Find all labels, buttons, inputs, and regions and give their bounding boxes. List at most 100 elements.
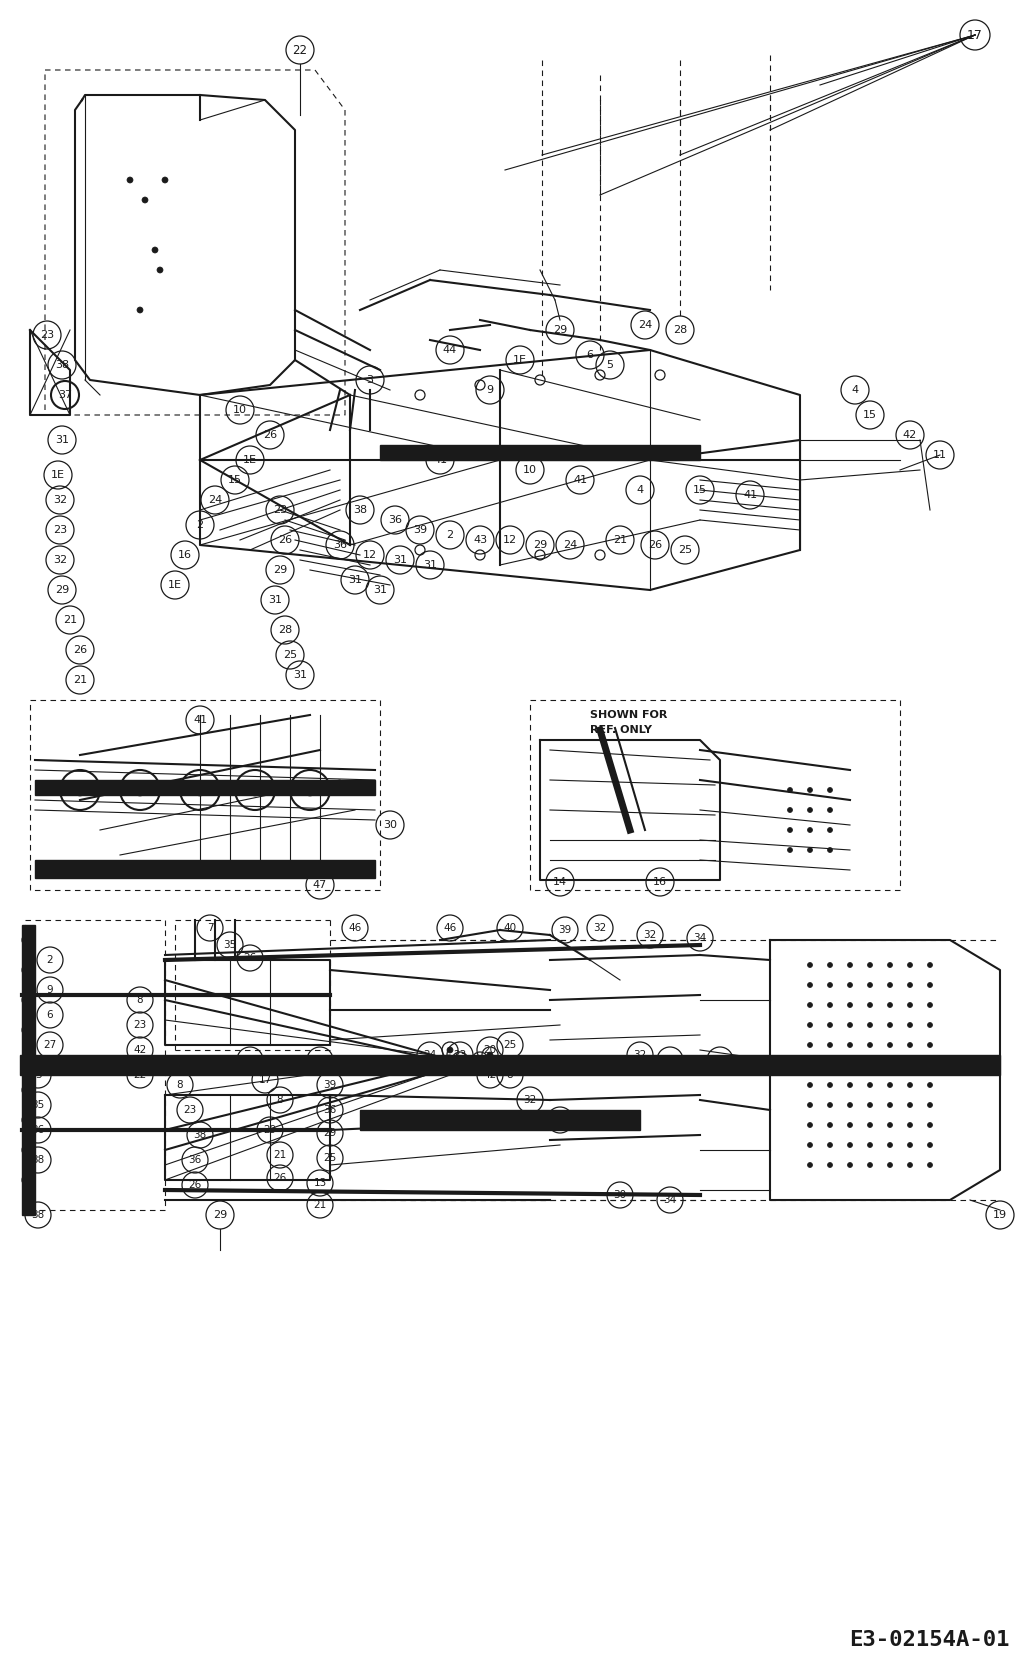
Circle shape bbox=[807, 787, 812, 792]
Text: 28: 28 bbox=[673, 325, 687, 335]
Text: 26: 26 bbox=[648, 540, 663, 550]
Text: 23: 23 bbox=[314, 1054, 326, 1064]
Text: 10: 10 bbox=[523, 465, 537, 475]
Circle shape bbox=[807, 1163, 812, 1168]
Circle shape bbox=[928, 1063, 933, 1068]
Circle shape bbox=[137, 307, 143, 314]
Polygon shape bbox=[22, 926, 35, 1214]
Circle shape bbox=[868, 1063, 872, 1068]
Text: 41: 41 bbox=[193, 716, 207, 726]
Circle shape bbox=[807, 982, 812, 987]
Circle shape bbox=[847, 1083, 852, 1088]
Text: 32: 32 bbox=[523, 1094, 537, 1104]
Text: 21: 21 bbox=[63, 615, 77, 626]
Text: 42: 42 bbox=[133, 1044, 147, 1054]
Circle shape bbox=[868, 1002, 872, 1007]
Circle shape bbox=[828, 807, 833, 812]
Circle shape bbox=[74, 784, 86, 796]
Circle shape bbox=[457, 1058, 463, 1063]
Text: 44: 44 bbox=[443, 345, 457, 355]
Text: 36: 36 bbox=[189, 1154, 201, 1164]
Text: 25: 25 bbox=[323, 1153, 336, 1163]
Text: 22: 22 bbox=[292, 43, 308, 57]
Circle shape bbox=[807, 1143, 812, 1148]
Circle shape bbox=[828, 1103, 833, 1108]
Text: 5: 5 bbox=[556, 1114, 563, 1124]
Polygon shape bbox=[380, 445, 700, 460]
Polygon shape bbox=[20, 1054, 1000, 1074]
Text: 15: 15 bbox=[863, 410, 877, 420]
Circle shape bbox=[787, 847, 793, 852]
Text: 29: 29 bbox=[55, 585, 69, 595]
Text: 38: 38 bbox=[31, 1209, 44, 1219]
Text: 42: 42 bbox=[903, 430, 917, 440]
Text: 19: 19 bbox=[993, 1209, 1007, 1219]
Text: 39: 39 bbox=[413, 525, 427, 535]
Text: 6: 6 bbox=[586, 350, 593, 360]
Text: 39: 39 bbox=[323, 1079, 336, 1089]
Circle shape bbox=[928, 1002, 933, 1007]
Circle shape bbox=[868, 1163, 872, 1168]
Circle shape bbox=[868, 1083, 872, 1088]
Text: 21: 21 bbox=[314, 1199, 326, 1209]
Text: 4: 4 bbox=[851, 385, 859, 395]
Circle shape bbox=[907, 1083, 912, 1088]
Circle shape bbox=[162, 177, 168, 183]
Text: 1E: 1E bbox=[168, 580, 182, 590]
Text: 24: 24 bbox=[244, 1054, 257, 1064]
Text: 3: 3 bbox=[366, 375, 374, 385]
Text: 2: 2 bbox=[447, 530, 453, 540]
Circle shape bbox=[888, 1103, 893, 1108]
Text: 23: 23 bbox=[272, 505, 287, 515]
Circle shape bbox=[907, 1143, 912, 1148]
Circle shape bbox=[828, 1123, 833, 1128]
Circle shape bbox=[828, 1063, 833, 1068]
Text: 23: 23 bbox=[40, 330, 54, 340]
Circle shape bbox=[828, 1163, 833, 1168]
Text: 16: 16 bbox=[178, 550, 192, 560]
Circle shape bbox=[868, 1143, 872, 1148]
Circle shape bbox=[787, 807, 793, 812]
Text: 9: 9 bbox=[486, 385, 493, 395]
Circle shape bbox=[847, 1143, 852, 1148]
Text: 32: 32 bbox=[643, 931, 656, 941]
Text: 25: 25 bbox=[678, 545, 692, 555]
Text: 8: 8 bbox=[136, 996, 143, 1006]
Text: 11: 11 bbox=[933, 450, 947, 460]
Text: 26: 26 bbox=[278, 535, 292, 545]
Text: 43: 43 bbox=[473, 535, 487, 545]
Circle shape bbox=[807, 827, 812, 832]
Polygon shape bbox=[35, 861, 375, 877]
Circle shape bbox=[868, 982, 872, 987]
Circle shape bbox=[828, 1022, 833, 1027]
Circle shape bbox=[447, 1048, 453, 1053]
Circle shape bbox=[888, 962, 893, 967]
Circle shape bbox=[907, 1022, 912, 1027]
Text: 31: 31 bbox=[393, 555, 407, 565]
Text: 41: 41 bbox=[743, 490, 757, 500]
Text: 5: 5 bbox=[35, 1069, 41, 1079]
Circle shape bbox=[888, 1083, 893, 1088]
Circle shape bbox=[907, 1123, 912, 1128]
Text: 31: 31 bbox=[423, 560, 437, 570]
Polygon shape bbox=[360, 1109, 640, 1129]
Text: 46: 46 bbox=[444, 922, 456, 932]
Circle shape bbox=[888, 1063, 893, 1068]
Circle shape bbox=[807, 1042, 812, 1048]
Circle shape bbox=[888, 1022, 893, 1027]
Circle shape bbox=[907, 1103, 912, 1108]
Text: 29: 29 bbox=[533, 540, 547, 550]
Text: 29: 29 bbox=[553, 325, 568, 335]
Circle shape bbox=[807, 962, 812, 967]
Text: 13: 13 bbox=[314, 1178, 326, 1188]
Circle shape bbox=[888, 1042, 893, 1048]
Circle shape bbox=[787, 827, 793, 832]
Text: 35: 35 bbox=[223, 941, 236, 951]
Text: 34: 34 bbox=[664, 1054, 677, 1064]
Circle shape bbox=[487, 1053, 493, 1058]
Text: 21: 21 bbox=[613, 535, 627, 545]
Text: 31: 31 bbox=[293, 671, 307, 681]
Circle shape bbox=[928, 1143, 933, 1148]
Circle shape bbox=[907, 1163, 912, 1168]
Text: 15: 15 bbox=[228, 475, 241, 485]
